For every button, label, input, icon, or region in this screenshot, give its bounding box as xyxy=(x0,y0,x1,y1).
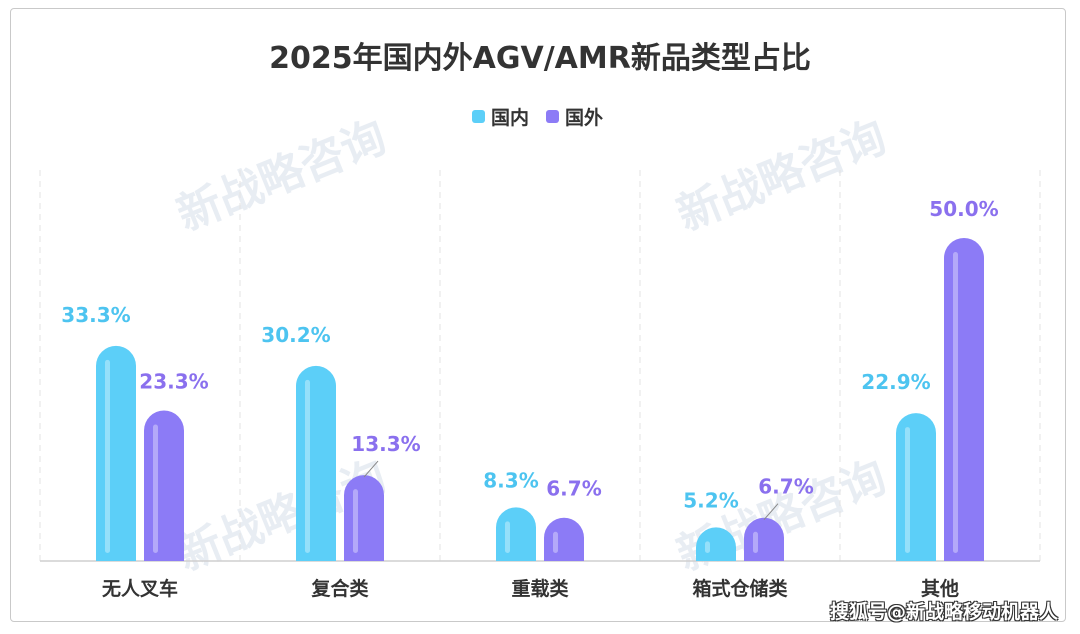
data-label: 22.9% xyxy=(861,370,930,394)
bar-highlight xyxy=(505,521,510,553)
label-leader-line xyxy=(363,460,379,478)
data-label: 50.0% xyxy=(929,197,998,221)
legend-label-1: 国外 xyxy=(565,106,603,129)
bar-highlight xyxy=(753,531,758,553)
bar-highlight xyxy=(553,531,558,553)
bar-foreign-1 xyxy=(344,475,384,561)
bar-foreign-0 xyxy=(144,410,184,561)
data-label: 13.3% xyxy=(351,432,420,456)
bar-foreign-2 xyxy=(544,517,584,561)
bar-highlight xyxy=(705,541,710,553)
bar-highlight xyxy=(353,489,358,553)
bar-highlight xyxy=(905,427,910,553)
bar-foreign-3 xyxy=(744,517,784,561)
bar-foreign-4 xyxy=(944,238,984,561)
data-label: 6.7% xyxy=(758,475,813,499)
data-label: 23.3% xyxy=(139,369,208,393)
bar-domestic-2 xyxy=(496,507,536,561)
x-tick-label: 其他 xyxy=(921,577,959,600)
source-credit: 搜狐号@新战略移动机器人 xyxy=(829,601,1058,623)
x-tick-label: 重载类 xyxy=(511,577,568,600)
x-tick-label: 复合类 xyxy=(310,577,368,600)
x-tick-label: 箱式仓储类 xyxy=(692,577,787,600)
bar-highlight xyxy=(953,252,958,553)
legend-label-0: 国内 xyxy=(491,106,529,129)
bar-domestic-3 xyxy=(696,527,736,561)
bar-domestic-4 xyxy=(896,413,936,561)
x-tick-label: 无人叉车 xyxy=(102,577,178,600)
bar-highlight xyxy=(153,424,158,553)
data-label: 30.2% xyxy=(261,323,330,347)
bar-highlight xyxy=(305,379,310,553)
legend-swatch-1 xyxy=(546,110,559,123)
bar-domestic-1 xyxy=(296,365,336,561)
bar-domestic-0 xyxy=(96,345,136,561)
data-label: 33.3% xyxy=(61,303,130,327)
data-label: 6.7% xyxy=(546,477,601,501)
chart-title: 2025年国内外AGV/AMR新品类型占比 xyxy=(269,41,811,76)
label-leader-line xyxy=(763,503,779,521)
bar-highlight xyxy=(105,359,110,553)
chart-frame xyxy=(10,8,1066,622)
legend-swatch-0 xyxy=(472,110,485,123)
data-label: 5.2% xyxy=(683,488,738,512)
legend: 国内 国外 xyxy=(472,106,603,129)
data-label: 8.3% xyxy=(483,468,538,492)
